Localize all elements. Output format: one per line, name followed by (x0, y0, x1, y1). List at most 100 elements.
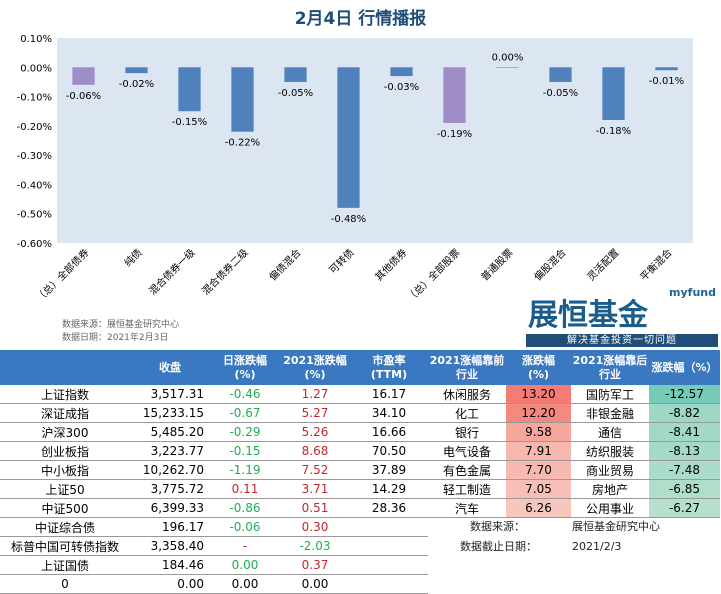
column-header: 2021涨跌幅 (%) (280, 350, 350, 385)
note-date-value: 2021/2/3 (572, 540, 622, 553)
daily-change: -0.29 (210, 422, 280, 442)
bar (655, 67, 678, 71)
ytd-change: 0.37 (280, 555, 350, 575)
bar (337, 67, 360, 208)
y-tick-label: -0.60% (17, 239, 52, 250)
data-label: -0.01% (649, 76, 684, 87)
table-row: 中证500 6,399.33 -0.86 0.51 28.36 (0, 498, 428, 518)
bar-chart: 0.10% 0.00% -0.10% -0.20% -0.30% -0.40% -0.50%… (17, 34, 693, 305)
top-industry: 轻工制造 (428, 479, 506, 499)
daily-change: -1.19 (210, 460, 280, 480)
top-industry: 有色金属 (428, 460, 506, 480)
y-tick-label: -0.40% (17, 180, 52, 191)
note-src-label: 数据来源： (470, 520, 525, 533)
x-tick-label: 纯债 (121, 246, 144, 269)
y-tick-label: -0.50% (17, 210, 52, 221)
x-tick-label: 其他债券 (372, 246, 409, 283)
x-tick-label: 偏股混合 (531, 246, 568, 283)
table-row: 上证指数 3,517.31 -0.46 1.27 16.17 (0, 385, 428, 404)
x-tick-label: 偏债混合 (266, 246, 303, 283)
x-tick-label: （总）全部债券 (33, 246, 92, 305)
pe-ttm (350, 555, 428, 575)
close-value: 196.17 (130, 517, 210, 537)
close-value: 184.46 (130, 555, 210, 575)
pe-ttm: 16.17 (350, 385, 428, 404)
bar (231, 67, 254, 132)
bottom-industry-change: -8.13 (649, 441, 720, 461)
table-row: 0 0.00 0.00 0.00 (0, 574, 428, 594)
data-label: -0.18% (596, 126, 631, 137)
column-header: 2021涨幅靠前 行业 (428, 350, 506, 385)
close-value: 5,485.20 (130, 422, 210, 442)
note-date-label: 数据截止日期： (460, 540, 537, 553)
y-tick-label: -0.10% (17, 93, 52, 104)
top-industry-change: 7.05 (506, 479, 571, 499)
ytd-change: 0.00 (280, 574, 350, 594)
source-line: 数据来源：展恒基金研究中心 (62, 320, 180, 330)
bottom-industry: 非银金融 (571, 403, 649, 423)
daily-change: -0.67 (210, 403, 280, 423)
index-name: 沪深300 (0, 422, 130, 442)
index-name: 上证50 (0, 479, 130, 499)
y-tick-label: 0.10% (20, 34, 52, 45)
top-industry: 银行 (428, 422, 506, 442)
y-tick-label: -0.30% (17, 151, 52, 162)
daily-change: 0.00 (210, 574, 280, 594)
logo-cn: 展恒基金 (528, 298, 648, 333)
pe-ttm: 16.66 (350, 422, 428, 442)
top-industry-change: 7.70 (506, 460, 571, 480)
ytd-change: 5.26 (280, 422, 350, 442)
column-header: 2021涨幅靠后 行业 (571, 350, 649, 385)
daily-change: -0.46 (210, 385, 280, 404)
table-row: 深证成指 15,233.15 -0.67 5.27 34.10 (0, 403, 428, 423)
index-name: 上证指数 (0, 385, 130, 404)
data-label: -0.15% (172, 117, 207, 128)
close-value: 3,517.31 (130, 385, 210, 404)
bottom-industry: 公用事业 (571, 498, 649, 518)
table-row: 上证50 3,775.72 0.11 3.71 14.29 (0, 479, 428, 499)
x-tick-label: （总）全部股票 (404, 246, 463, 305)
pe-ttm: 37.89 (350, 460, 428, 480)
bottom-industry-change: -8.82 (649, 403, 720, 423)
close-value: 3,775.72 (130, 479, 210, 499)
bar (549, 67, 572, 82)
y-tick-label: 0.00% (20, 63, 52, 74)
bottom-industry-change: -7.48 (649, 460, 720, 480)
industry-table: 2021涨幅靠前 行业 涨跌幅 (%) 2021涨幅靠后 行业 涨跌幅（%） 休闲服务 13.2… (428, 350, 720, 518)
x-tick-label: 混合债券一级 (146, 246, 198, 298)
index-table: 收盘 日涨跌幅 (%) 2021涨跌幅 (%) 市盈率 (TTM) 上证指数 3,517.31-… (0, 350, 428, 594)
ytd-change: -2.03 (280, 536, 350, 556)
bar (125, 67, 148, 74)
logo-en: myfund (669, 286, 716, 299)
column-header: 涨跌幅（%） (649, 350, 720, 385)
index-name: 深证成指 (0, 403, 130, 423)
data-label: -0.05% (543, 88, 578, 99)
column-header: 日涨跌幅 (%) (210, 350, 280, 385)
logo-tagline: 解决基金投资一切问题 (526, 334, 718, 347)
data-label: -0.19% (437, 129, 472, 140)
data-label: -0.02% (119, 79, 154, 90)
ytd-change: 7.52 (280, 460, 350, 480)
daily-change: -0.06 (210, 517, 280, 537)
bottom-industry-change: -6.85 (649, 479, 720, 499)
bar (72, 67, 95, 85)
bottom-industry-change: -8.41 (649, 422, 720, 442)
data-label: 0.00% (492, 52, 524, 63)
close-value: 3,223.77 (130, 441, 210, 461)
bar (496, 67, 519, 68)
table-row: 化工 12.20 非银金融 -8.82 (428, 403, 720, 423)
data-label: -0.05% (278, 88, 313, 99)
column-header: 涨跌幅 (%) (506, 350, 571, 385)
index-name: 标普中国可转债指数 (0, 536, 130, 556)
date-line: 数据日期：2021年2月3日 (62, 333, 169, 343)
bar (390, 67, 413, 77)
top-industry-change: 12.20 (506, 403, 571, 423)
x-tick-label: 平衡混合 (637, 246, 674, 283)
top-industry: 电气设备 (428, 441, 506, 461)
bar (443, 67, 466, 123)
index-name: 上证国债 (0, 555, 130, 575)
close-value: 3,358.40 (130, 536, 210, 556)
pe-ttm (350, 517, 428, 537)
table-row: 休闲服务 13.20 国防军工 -12.57 (428, 385, 720, 404)
bottom-industry: 房地产 (571, 479, 649, 499)
